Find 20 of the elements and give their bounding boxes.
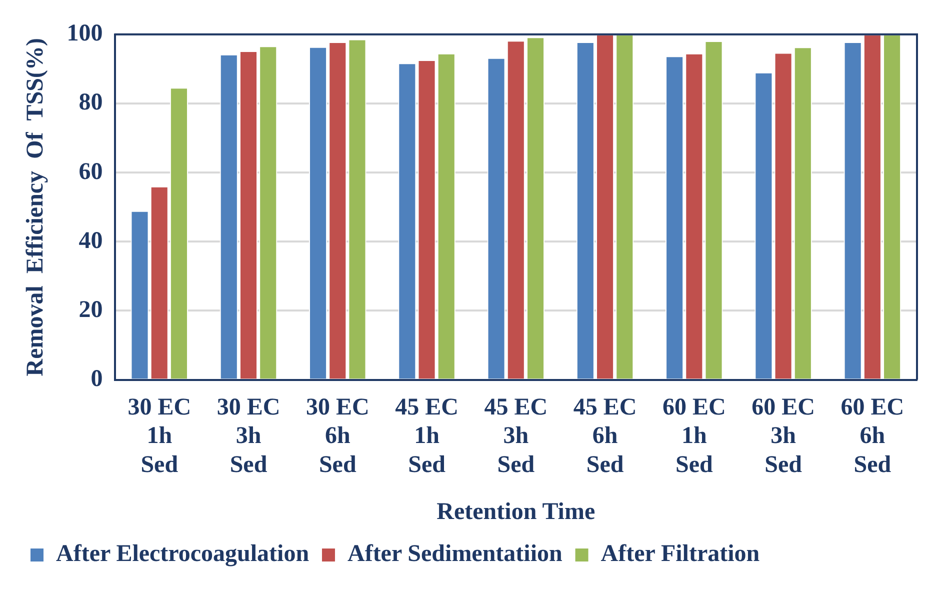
y-tick-label: 40 — [78, 228, 103, 254]
legend-label: After Electrocoagulation — [56, 541, 310, 568]
x-tick-label: 60 EC 6h Sed — [840, 394, 904, 478]
x-tick-label: 60 EC 3h Sed — [752, 394, 815, 478]
y-tick-label: 20 — [78, 296, 103, 323]
y-axis-title: Removal Efficiency Of TSS(%) — [22, 38, 49, 376]
x-tick-label: 30 EC 3h Sed — [216, 394, 280, 478]
y-tick-label: 0 — [90, 366, 103, 392]
legend-label: After Filtration — [600, 541, 760, 568]
y-tick-label: 80 — [78, 90, 103, 116]
y-tick-label: 100 — [66, 20, 103, 47]
legend-label: After Sedimentatiion — [347, 541, 562, 568]
x-tick-label: 60 EC 1h Sed — [662, 394, 726, 478]
x-tick-label: 30 EC 1h Sed — [128, 394, 192, 478]
x-tick-label: 45 EC 3h Sed — [484, 394, 548, 478]
x-tick-label: 30 EC 6h Sed — [306, 394, 370, 478]
x-tick-label: 45 EC 6h Sed — [573, 394, 637, 478]
x-axis-title: Retention Time — [436, 498, 596, 525]
x-tick-label: 45 EC 1h Sed — [395, 394, 458, 478]
y-tick-label: 60 — [78, 158, 103, 185]
